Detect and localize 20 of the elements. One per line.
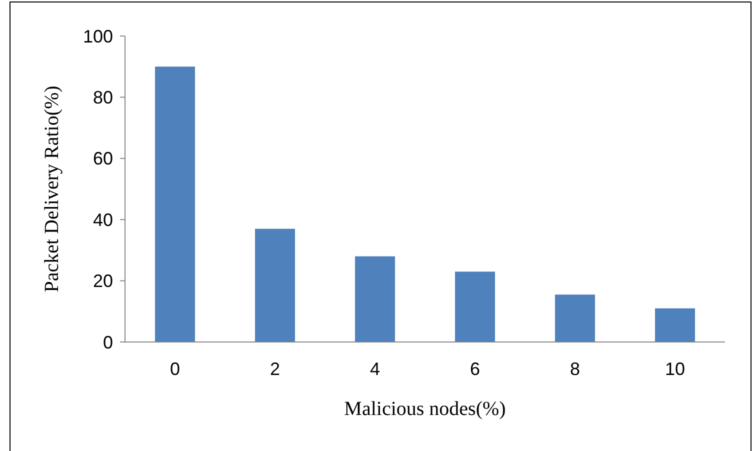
y-axis-title: Packet Delivery Ratio(%) [41, 86, 63, 292]
x-tick-label: 8 [570, 359, 580, 379]
y-tick-label: 0 [102, 332, 113, 352]
bar [255, 228, 295, 342]
x-axis-title: Malicious nodes(%) [344, 398, 506, 420]
x-tick-label: 4 [370, 359, 380, 379]
y-tick-label: 80 [92, 88, 113, 108]
y-tick-label: 40 [92, 210, 113, 230]
y-tick-label: 60 [92, 148, 113, 169]
x-tick-label: 2 [270, 359, 280, 379]
x-tick-label: 6 [470, 359, 480, 379]
bar [155, 66, 195, 342]
bar [555, 294, 595, 342]
x-tick-label: 0 [170, 359, 180, 379]
bar [455, 272, 495, 342]
y-tick-label: 100 [82, 26, 113, 46]
bar [655, 308, 695, 342]
y-tick-label: 20 [92, 271, 113, 292]
bar [355, 256, 395, 342]
x-tick-label: 10 [664, 359, 686, 379]
